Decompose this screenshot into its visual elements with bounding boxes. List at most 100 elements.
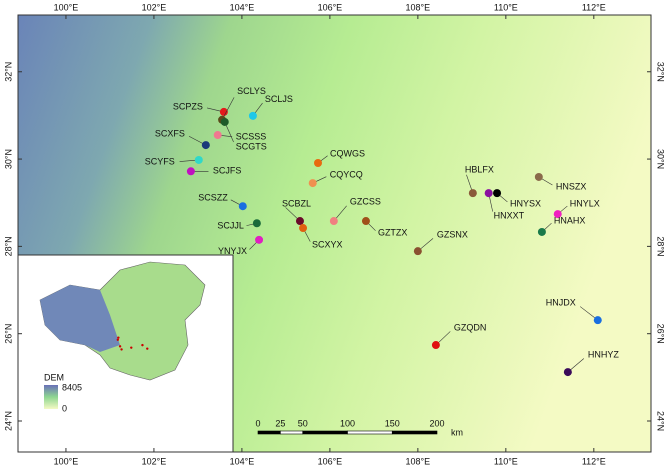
station-label: HNYLX [570, 198, 600, 208]
station-label: SCBZL [282, 198, 311, 208]
station-label: HNSZX [556, 181, 587, 191]
lon-label: 102°E [142, 2, 167, 12]
inset-map [17, 254, 234, 453]
station-label: SCXFS [155, 128, 185, 138]
station [308, 179, 317, 188]
lat-label: 30°N [3, 149, 13, 169]
station-label: HBLFX [465, 164, 494, 174]
station [201, 141, 210, 150]
lat-label: 24°N [3, 411, 13, 431]
station-label: GZSNX [437, 230, 468, 240]
station-label: HNHYZ [588, 349, 620, 359]
station [314, 158, 323, 167]
station [299, 224, 308, 233]
scale-label: 200 [429, 418, 444, 428]
leader-line [221, 97, 235, 120]
station-label: GZCSS [350, 196, 381, 206]
station-label: SCSSS [236, 131, 267, 141]
station [220, 117, 229, 126]
station [553, 210, 562, 219]
lon-label: 108°E [406, 456, 431, 466]
inset-station [117, 336, 120, 339]
inset-station [116, 338, 120, 341]
inset-station [118, 345, 122, 348]
station [248, 111, 257, 120]
station [361, 217, 370, 226]
station [252, 219, 261, 228]
scale-unit: km [451, 427, 463, 437]
lon-label: 110°E [494, 2, 518, 12]
station-label: YNYJX [218, 246, 247, 256]
lon-label: 106°E [318, 456, 343, 466]
station-label: SCXYX [312, 239, 343, 249]
station-label: HNXXT [494, 210, 525, 220]
legend-max: 8405 [62, 382, 82, 392]
station [329, 217, 338, 226]
legend-ramp [44, 385, 58, 409]
lat-label: 26°N [3, 324, 13, 344]
lon-label: 112°E [582, 2, 606, 12]
inset-station [146, 347, 149, 350]
scale-segment [257, 430, 281, 435]
station-label: SCJJL [217, 221, 244, 231]
station [484, 189, 493, 198]
station [431, 341, 440, 350]
lon-label: 112°E [582, 456, 606, 466]
lat-label: 30°N [656, 149, 666, 169]
station-label: HNYSX [510, 198, 541, 208]
station-label: HNJDX [546, 298, 576, 308]
scale-label: 0 [255, 418, 260, 428]
station [219, 107, 228, 116]
scale-label: 100 [340, 418, 355, 428]
station-label: CQWGS [330, 148, 365, 158]
lat-label: 26°N [656, 324, 666, 344]
scale-label: 25 [275, 418, 285, 428]
station-label: GZTZX [378, 227, 408, 237]
station-label: SCPZS [173, 101, 203, 111]
plateau [40, 285, 120, 352]
station [534, 172, 543, 181]
station-label: SCGTS [236, 141, 267, 151]
lon-label: 110°E [494, 456, 518, 466]
lat-label: 28°N [656, 236, 666, 256]
station [593, 316, 602, 325]
legend-min: 0 [62, 403, 67, 413]
station-label: HNAHX [554, 215, 586, 225]
scale-label: 150 [385, 418, 400, 428]
station [563, 368, 572, 377]
inset-station [120, 348, 123, 351]
station-label: SCJFS [213, 166, 242, 176]
legend-title: DEM [44, 372, 64, 382]
station [537, 227, 546, 236]
station [238, 202, 247, 211]
lon-label: 104°E [230, 2, 255, 12]
station [255, 235, 264, 244]
station-label: SCLJS [265, 94, 293, 104]
station-label: SCSZZ [198, 193, 228, 203]
scale-segment [391, 430, 438, 435]
lon-label: 106°E [318, 2, 343, 12]
scale-segment [302, 430, 348, 435]
lon-label: 100°E [54, 456, 79, 466]
lon-label: 102°E [142, 456, 167, 466]
lat-label: 32°N [3, 62, 13, 82]
station-label: GZQDN [454, 322, 487, 332]
scale-label: 50 [298, 418, 308, 428]
lat-label: 32°N [656, 62, 666, 82]
station [468, 189, 477, 198]
lon-label: 104°E [230, 456, 255, 466]
inset-station [130, 346, 133, 349]
station-label: SCYFS [145, 156, 175, 166]
lat-label: 28°N [3, 236, 13, 256]
lat-label: 24°N [656, 411, 666, 431]
station-label: CQYCQ [330, 169, 363, 179]
station [186, 167, 195, 176]
station [295, 217, 304, 226]
station [493, 189, 502, 198]
station [213, 131, 222, 140]
station-label: SCLYS [237, 86, 266, 96]
station [194, 155, 203, 164]
scale-segment [347, 430, 393, 435]
scale-segment [280, 430, 304, 435]
